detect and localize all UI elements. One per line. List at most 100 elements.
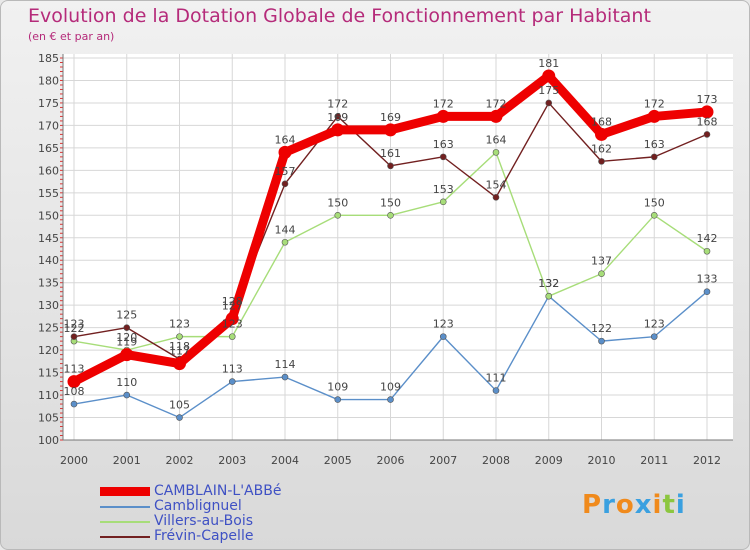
data-label: 144 — [275, 223, 296, 236]
brand-letter: i — [652, 490, 663, 520]
data-label: 108 — [64, 385, 85, 398]
chart-subtitle: (en € et par an) — [28, 30, 115, 43]
data-label: 105 — [169, 399, 190, 412]
data-point — [700, 105, 714, 119]
data-point — [384, 123, 397, 137]
data-label: 123 — [644, 318, 665, 331]
data-label: 163 — [644, 138, 665, 151]
data-point — [120, 348, 134, 362]
x-tick-label: 2003 — [218, 454, 246, 467]
data-label: 154 — [486, 178, 507, 191]
data-label: 123 — [222, 318, 243, 331]
data-label: 150 — [644, 196, 665, 209]
data-point — [545, 292, 553, 300]
legend-swatch-villers — [100, 520, 150, 523]
data-label: 150 — [327, 196, 348, 209]
data-label: 169 — [327, 111, 348, 124]
data-label: 157 — [275, 165, 296, 178]
data-label: 172 — [433, 97, 454, 110]
data-point — [387, 211, 394, 219]
data-point — [123, 391, 131, 399]
data-point — [228, 378, 236, 385]
data-point — [545, 99, 553, 107]
y-tick-label: 145 — [38, 232, 59, 245]
data-label: 109 — [327, 381, 348, 394]
data-label: 161 — [380, 147, 401, 160]
y-tick-label: 185 — [38, 52, 59, 65]
data-point — [70, 400, 78, 408]
legend-swatch-camblain — [100, 487, 150, 496]
data-label: 110 — [116, 376, 137, 389]
y-tick-label: 155 — [38, 187, 59, 200]
data-label: 172 — [644, 97, 665, 110]
data-label: 168 — [697, 115, 718, 128]
data-point — [436, 109, 450, 123]
data-point — [439, 333, 447, 340]
data-point — [647, 109, 661, 123]
data-label: 133 — [697, 273, 718, 286]
data-label: 125 — [116, 309, 137, 322]
x-tick-label: 2012 — [693, 454, 721, 467]
data-point — [331, 123, 345, 137]
data-label: 153 — [433, 183, 454, 196]
data-label: 164 — [275, 133, 296, 146]
data-label: 173 — [697, 93, 718, 106]
brand-letter: t — [662, 490, 676, 520]
data-point — [492, 387, 500, 394]
data-point — [542, 69, 556, 83]
data-label: 181 — [538, 57, 559, 70]
data-label: 172 — [486, 97, 507, 110]
data-point — [334, 396, 342, 403]
brand-letter: x — [634, 490, 653, 520]
data-point — [281, 373, 289, 381]
data-point — [387, 396, 394, 403]
data-point — [123, 324, 131, 331]
data-point — [439, 198, 447, 206]
brand-letter: o — [615, 490, 635, 520]
data-point — [598, 270, 605, 278]
legend-label-camblignuel: Camblignuel — [154, 498, 242, 514]
data-label: 142 — [697, 232, 718, 245]
data-label: 132 — [538, 277, 559, 290]
data-point — [176, 333, 183, 340]
data-label: 162 — [591, 142, 612, 155]
legend-item-villers: Villers-au-Bois — [100, 514, 281, 529]
data-point — [173, 357, 186, 371]
data-point — [176, 414, 183, 421]
x-tick-label: 2002 — [166, 454, 194, 467]
data-point — [281, 180, 289, 188]
data-point — [225, 312, 239, 326]
y-tick-label: 125 — [38, 322, 59, 335]
x-tick-label: 2000 — [60, 454, 88, 467]
y-tick-label: 120 — [38, 344, 59, 357]
data-label: 118 — [169, 340, 190, 353]
data-label: 164 — [486, 133, 507, 146]
legend-item-camblignuel: Camblignuel — [100, 499, 281, 514]
x-tick-label: 2004 — [271, 454, 299, 467]
legend-item-frevin: Frévin-Capelle — [100, 529, 281, 544]
data-label: 113 — [222, 363, 243, 376]
data-label: 172 — [327, 97, 348, 110]
data-point — [650, 153, 658, 161]
x-tick-label: 2007 — [429, 454, 457, 467]
data-label: 150 — [380, 196, 401, 209]
brand-letter: r — [602, 490, 616, 520]
data-point — [334, 113, 342, 120]
data-point — [703, 288, 711, 295]
data-label: 119 — [116, 336, 137, 349]
data-label: 114 — [275, 358, 296, 371]
x-tick-label: 2005 — [324, 454, 352, 467]
brand-logo: Proxiti — [582, 490, 686, 520]
data-point — [67, 375, 81, 389]
data-label: 123 — [433, 318, 454, 331]
data-label: 175 — [538, 84, 559, 97]
data-point — [492, 149, 500, 156]
data-point — [70, 333, 78, 340]
y-tick-label: 140 — [38, 254, 59, 267]
y-tick-label: 100 — [38, 434, 59, 447]
legend-label-villers: Villers-au-Bois — [154, 513, 254, 529]
data-label: 113 — [64, 363, 85, 376]
legend-swatch-camblignuel — [100, 505, 150, 508]
legend-label-frevin: Frévin-Capelle — [154, 528, 254, 544]
